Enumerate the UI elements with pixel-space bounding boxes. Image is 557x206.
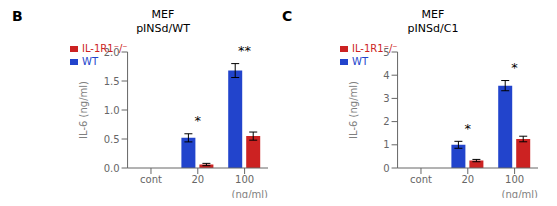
svg-text:(ng/ml): (ng/ml) (232, 189, 268, 198)
svg-text:*: * (465, 121, 472, 136)
svg-text:100: 100 (505, 174, 524, 185)
svg-text:0.5: 0.5 (104, 134, 120, 145)
svg-text:1: 1 (383, 139, 389, 150)
svg-text:20: 20 (191, 174, 204, 185)
svg-text:0: 0 (383, 163, 389, 174)
svg-text:1.0: 1.0 (104, 105, 120, 116)
svg-text:2: 2 (383, 116, 389, 127)
svg-text:0.0: 0.0 (104, 163, 120, 174)
svg-text:5: 5 (383, 47, 389, 58)
svg-text:100: 100 (235, 174, 254, 185)
svg-text:cont: cont (410, 174, 432, 185)
svg-text:cont: cont (140, 174, 162, 185)
svg-text:20: 20 (461, 174, 474, 185)
svg-text:4: 4 (383, 70, 389, 81)
svg-text:IL-6 (ng/ml): IL-6 (ng/ml) (348, 81, 359, 139)
svg-text:*: * (511, 60, 518, 75)
svg-text:3: 3 (383, 93, 389, 104)
svg-text:IL-6 (ng/ml): IL-6 (ng/ml) (78, 81, 89, 139)
svg-text:1.5: 1.5 (104, 76, 120, 87)
svg-text:*: * (195, 113, 202, 128)
svg-text:(ng/ml): (ng/ml) (502, 189, 538, 198)
svg-text:2.0: 2.0 (104, 47, 120, 58)
svg-text:**: ** (238, 43, 252, 58)
